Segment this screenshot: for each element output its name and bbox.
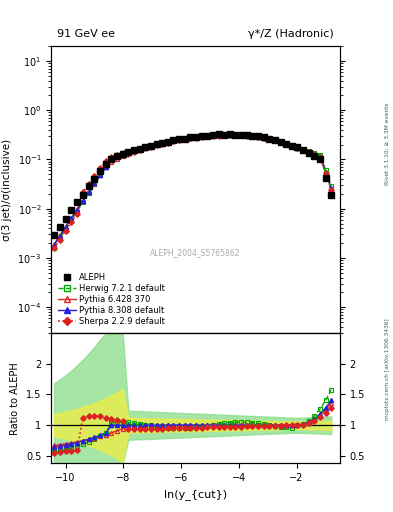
Y-axis label: σ(3 jet)/σ(inclusive): σ(3 jet)/σ(inclusive)	[2, 138, 12, 241]
Text: ALEPH_2004_S5765862: ALEPH_2004_S5765862	[151, 248, 241, 257]
Text: 91 GeV ee: 91 GeV ee	[57, 29, 115, 39]
Legend: ALEPH, Herwig 7.2.1 default, Pythia 6.428 370, Pythia 8.308 default, Sherpa 2.2.: ALEPH, Herwig 7.2.1 default, Pythia 6.42…	[55, 270, 168, 329]
Text: γ*/Z (Hadronic): γ*/Z (Hadronic)	[248, 29, 334, 39]
X-axis label: ln(y_{cut}): ln(y_{cut})	[164, 488, 227, 500]
Text: Rivet 3.1.10; ≥ 3.3M events: Rivet 3.1.10; ≥ 3.3M events	[385, 102, 390, 185]
Text: mcplots.cern.ch [arXiv:1306.3436]: mcplots.cern.ch [arXiv:1306.3436]	[385, 318, 390, 419]
Y-axis label: Ratio to ALEPH: Ratio to ALEPH	[11, 362, 20, 435]
